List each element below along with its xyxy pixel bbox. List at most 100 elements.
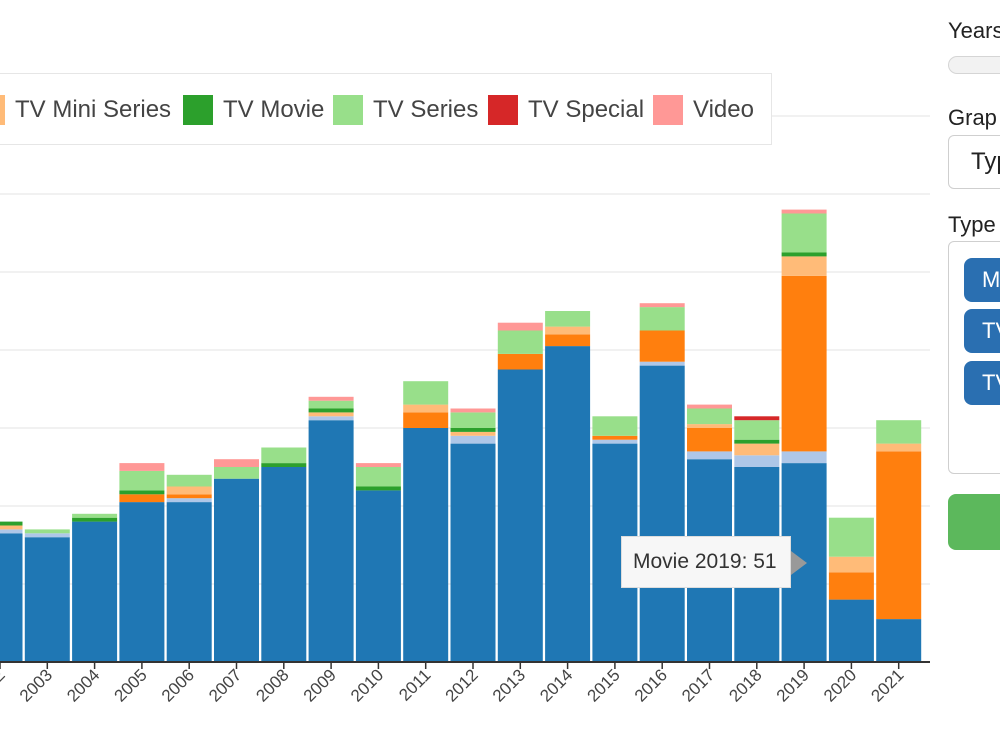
- bar-segment[interactable]: [545, 311, 591, 327]
- bar-segment[interactable]: [308, 400, 354, 409]
- bar-segment[interactable]: [545, 334, 591, 347]
- bar-segment[interactable]: [166, 498, 212, 503]
- bar-segment[interactable]: [639, 307, 685, 331]
- bar-segment[interactable]: [828, 517, 874, 557]
- x-tick-label: 2014: [536, 665, 576, 705]
- bar-segment[interactable]: [687, 428, 732, 452]
- bar-segment[interactable]: [166, 494, 212, 499]
- bar-segment[interactable]: [781, 256, 827, 276]
- bar-segment[interactable]: [781, 252, 827, 257]
- bar-segment[interactable]: [355, 490, 401, 662]
- submit-button[interactable]: [948, 494, 1000, 550]
- bar-segment[interactable]: [308, 408, 354, 413]
- type-chip[interactable]: TV: [964, 361, 1000, 405]
- bar-segment[interactable]: [687, 408, 732, 425]
- type-chip[interactable]: M: [964, 258, 1000, 302]
- legend-item-tv-movie[interactable]: TV Movie: [183, 93, 324, 127]
- bar-segment[interactable]: [876, 451, 922, 620]
- type-multiselect[interactable]: M TV TV: [948, 241, 1000, 474]
- bar-segment[interactable]: [828, 599, 874, 662]
- years-slider[interactable]: [948, 56, 1000, 74]
- bar-segment[interactable]: [308, 412, 354, 417]
- bar-segment[interactable]: [828, 572, 874, 600]
- bar-segment[interactable]: [876, 420, 922, 444]
- legend-item-tv-series[interactable]: TV Series: [333, 93, 478, 127]
- bar-segment[interactable]: [355, 467, 401, 487]
- bar-segment[interactable]: [639, 303, 685, 308]
- bar-segment[interactable]: [214, 478, 259, 662]
- bar-segment[interactable]: [214, 459, 259, 467]
- bar-segment[interactable]: [403, 404, 449, 413]
- bar-segment[interactable]: [119, 470, 165, 491]
- bar-segment[interactable]: [545, 326, 591, 335]
- bar-segment[interactable]: [687, 424, 732, 428]
- bar-segment[interactable]: [403, 381, 449, 405]
- bar-segment[interactable]: [734, 416, 780, 421]
- bar-segment[interactable]: [828, 556, 874, 573]
- bar-segment[interactable]: [497, 330, 543, 354]
- bar-segment[interactable]: [592, 435, 638, 440]
- bar-segment[interactable]: [166, 486, 212, 495]
- bar-segment[interactable]: [781, 275, 827, 452]
- bar-segment[interactable]: [119, 463, 165, 471]
- legend-item-video[interactable]: Video: [653, 93, 754, 127]
- bar-segment[interactable]: [24, 537, 70, 662]
- graph-select[interactable]: Typ: [948, 135, 1000, 189]
- bar-segment[interactable]: [214, 467, 259, 479]
- x-tick-label: 2007: [205, 665, 245, 705]
- bar-segment[interactable]: [166, 474, 212, 487]
- bar-segment[interactable]: [0, 533, 23, 662]
- legend-item-tv-special[interactable]: TV Special: [488, 93, 644, 127]
- bar-segment[interactable]: [781, 451, 827, 464]
- bar-segment[interactable]: [403, 412, 449, 428]
- bar-segment[interactable]: [72, 517, 118, 522]
- bar-segment[interactable]: [72, 513, 118, 518]
- bar-segment[interactable]: [308, 420, 354, 662]
- bar-segment[interactable]: [24, 529, 70, 534]
- bar-segment[interactable]: [261, 467, 307, 662]
- bar-segment[interactable]: [687, 404, 732, 409]
- type-chip[interactable]: TV: [964, 309, 1000, 353]
- bar-segment[interactable]: [308, 416, 354, 421]
- bar-segment[interactable]: [734, 455, 780, 467]
- bar-segment[interactable]: [734, 420, 780, 440]
- bar-segment[interactable]: [639, 330, 685, 362]
- bar-segment[interactable]: [119, 490, 165, 495]
- bar-segment[interactable]: [0, 525, 23, 530]
- bar-segment[interactable]: [450, 435, 496, 444]
- bar-segment[interactable]: [876, 443, 922, 452]
- bar-segment[interactable]: [166, 502, 212, 662]
- bar-segment[interactable]: [592, 439, 638, 444]
- bar-segment[interactable]: [497, 322, 543, 331]
- bar-segment[interactable]: [0, 521, 23, 526]
- bar-segment[interactable]: [734, 443, 780, 456]
- bar-segment[interactable]: [308, 396, 354, 401]
- bar-segment[interactable]: [119, 494, 165, 503]
- bar-segment[interactable]: [403, 428, 449, 662]
- bar-segment[interactable]: [450, 408, 496, 413]
- bar-segment[interactable]: [355, 486, 401, 491]
- bar-segment[interactable]: [261, 447, 307, 464]
- bar-segment[interactable]: [781, 209, 827, 214]
- bar-segment[interactable]: [734, 439, 780, 444]
- bar-segment[interactable]: [687, 451, 732, 460]
- bar-segment[interactable]: [450, 431, 496, 436]
- bar-segment[interactable]: [0, 529, 23, 534]
- bar-segment[interactable]: [355, 463, 401, 467]
- bar-segment[interactable]: [450, 412, 496, 428]
- bar-segment[interactable]: [545, 346, 591, 662]
- bar-segment[interactable]: [450, 428, 496, 432]
- bar-segment[interactable]: [24, 533, 70, 538]
- bar-segment[interactable]: [876, 619, 922, 662]
- legend-item-tv-mini-series[interactable]: TV Mini Series: [0, 93, 171, 127]
- bar-segment[interactable]: [119, 502, 165, 662]
- bar-segment[interactable]: [592, 416, 638, 436]
- bar-segment[interactable]: [261, 463, 307, 467]
- bar-segment[interactable]: [639, 365, 685, 662]
- bar-segment[interactable]: [639, 361, 685, 366]
- bar-segment[interactable]: [72, 521, 118, 662]
- bar-segment[interactable]: [450, 443, 496, 662]
- bar-segment[interactable]: [781, 213, 827, 253]
- bar-segment[interactable]: [497, 369, 543, 663]
- bar-segment[interactable]: [497, 353, 543, 370]
